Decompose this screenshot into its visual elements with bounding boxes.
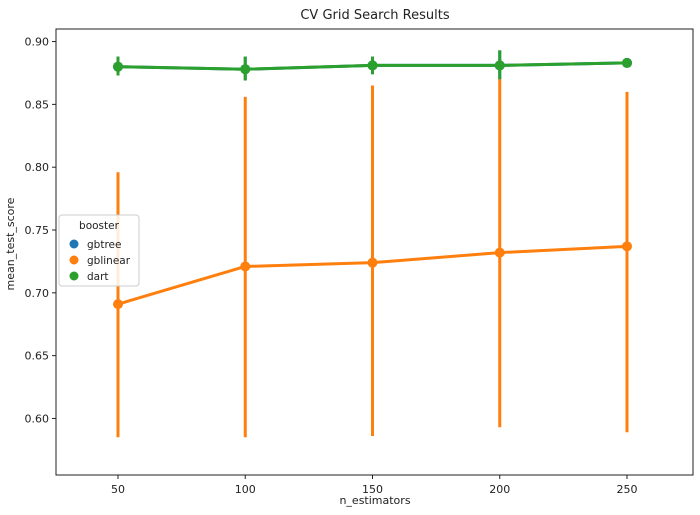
- x-tick-label: 100: [235, 483, 256, 496]
- data-point: [240, 261, 251, 272]
- data-point: [113, 299, 123, 310]
- x-tick-label: 250: [617, 483, 638, 496]
- chart-title: CV Grid Search Results: [300, 8, 449, 23]
- data-point: [494, 60, 505, 71]
- data-point: [622, 241, 632, 252]
- y-tick-label: 0.60: [25, 412, 50, 425]
- y-tick-label: 0.85: [25, 98, 50, 111]
- y-tick-label: 0.90: [25, 36, 50, 49]
- legend-box: [58, 214, 140, 287]
- y-axis-ticks: 0.60 0.65 0.70 0.75 0.80 0.85 0.90: [25, 36, 56, 425]
- legend-entry-dart: dart: [87, 271, 109, 283]
- series-gblinear: [113, 79, 632, 438]
- legend-marker: [69, 271, 79, 281]
- legend: booster gbtree gblinear dart: [58, 214, 140, 287]
- x-tick-label: 150: [362, 483, 383, 496]
- series-layer: [113, 50, 632, 438]
- y-axis-label: mean_test_score: [4, 197, 17, 290]
- y-tick-label: 0.65: [25, 350, 50, 363]
- legend-entry-gbtree: gbtree: [87, 239, 121, 251]
- data-point: [367, 60, 378, 71]
- axes-frame: [55, 28, 694, 476]
- x-axis-ticks: 50 100 150 200 250: [111, 475, 638, 496]
- x-tick-label: 50: [111, 483, 125, 496]
- plot-frame: [55, 28, 694, 476]
- data-point: [494, 247, 505, 258]
- data-point: [622, 57, 632, 68]
- x-axis-label: n_estimators: [339, 494, 410, 507]
- series-dart: [113, 50, 632, 81]
- legend-marker: [69, 255, 79, 265]
- legend-title: booster: [79, 220, 120, 232]
- legend-entry-gblinear: gblinear: [87, 255, 131, 267]
- y-tick-label: 0.75: [25, 224, 50, 237]
- y-tick-label: 0.70: [25, 287, 50, 300]
- x-tick-label: 200: [489, 483, 510, 496]
- y-tick-label: 0.80: [25, 161, 50, 174]
- data-point: [240, 64, 251, 75]
- data-point: [367, 257, 378, 268]
- data-point: [113, 61, 123, 72]
- legend-marker: [69, 239, 79, 249]
